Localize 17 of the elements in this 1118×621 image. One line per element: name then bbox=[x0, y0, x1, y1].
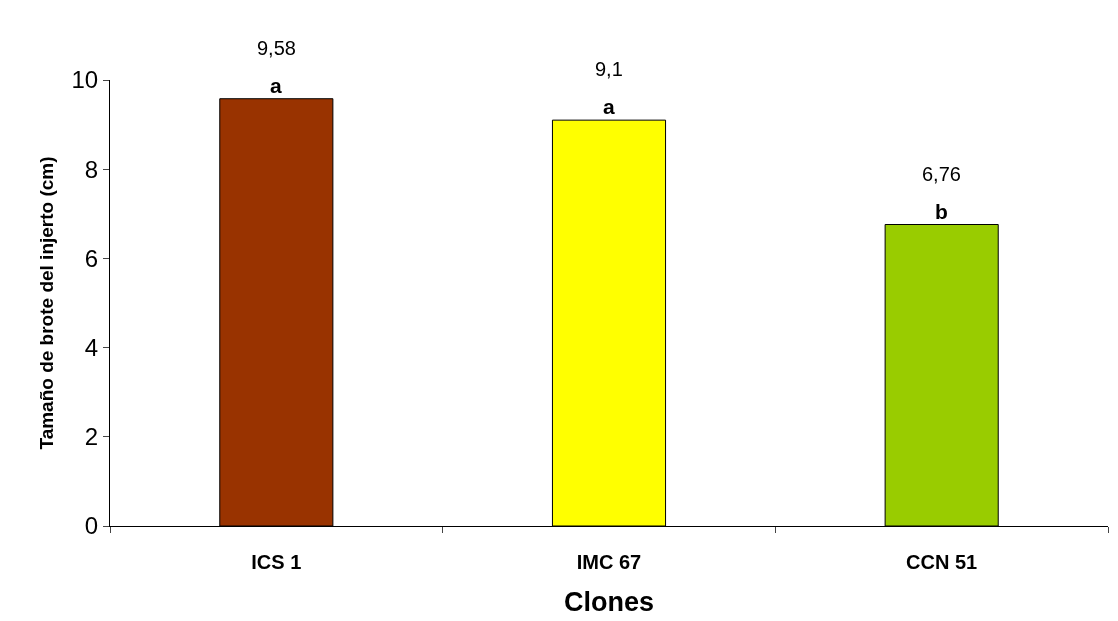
y-tick-label: 10 bbox=[71, 66, 99, 94]
data-label: 9,1 bbox=[595, 58, 623, 80]
y-tick-label: 6 bbox=[84, 244, 99, 272]
x-tick-label: IMC 67 bbox=[576, 551, 642, 573]
y-tick-label: 8 bbox=[84, 155, 99, 183]
y-axis-title: Tamaño de brote del injerto (cm) bbox=[36, 156, 58, 450]
y-tick-label: 4 bbox=[84, 334, 99, 361]
data-label: 6,76 bbox=[922, 163, 961, 185]
x-tick-label: ICS 1 bbox=[251, 551, 302, 573]
y-tick-label: 0 bbox=[84, 512, 99, 540]
annotation: a bbox=[603, 95, 615, 118]
x-axis-title: Clones bbox=[563, 587, 655, 618]
annotation: a bbox=[270, 74, 282, 97]
y-tick-label: 2 bbox=[84, 423, 99, 451]
data-label: 9,58 bbox=[257, 37, 296, 59]
annotation: b bbox=[935, 200, 948, 223]
x-tick-label: CCN 51 bbox=[906, 551, 978, 573]
